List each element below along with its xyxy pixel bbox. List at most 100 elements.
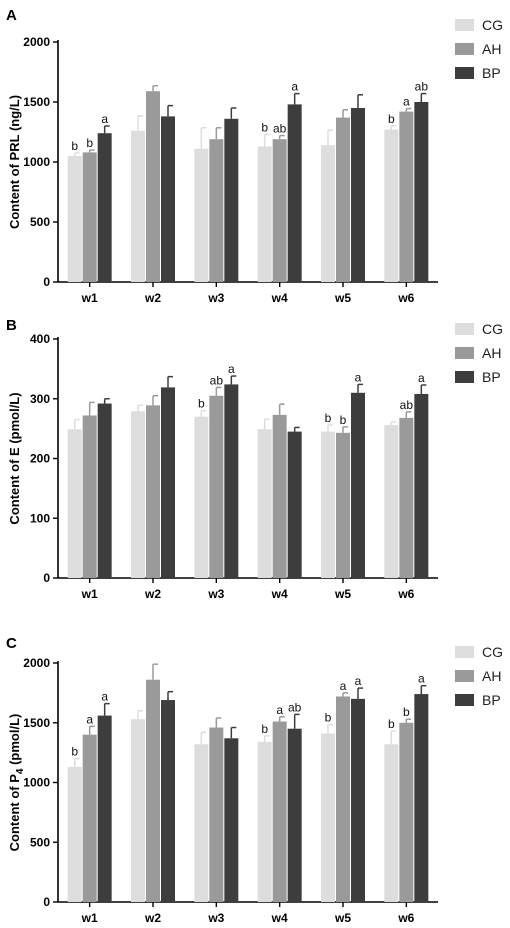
bar-bp — [287, 104, 302, 283]
x-tick-label: w6 — [397, 911, 414, 925]
bar-cg — [257, 429, 272, 578]
bar-ah — [399, 722, 414, 902]
bar-ah — [209, 727, 224, 902]
bar-bp — [97, 403, 112, 578]
x-tick-label: w3 — [207, 291, 224, 305]
significance-label: a — [418, 672, 425, 686]
significance-label: a — [291, 80, 298, 94]
bar-cg — [67, 429, 82, 578]
x-tick-label: w3 — [207, 911, 224, 925]
bar-ah — [272, 721, 287, 902]
legend-label: AH — [482, 668, 501, 684]
x-tick-label: w3 — [207, 587, 224, 601]
y-tick-label: 1500 — [23, 716, 50, 730]
bar-bp — [161, 116, 175, 283]
y-axis-label: Content of PRL (ng/L) — [7, 95, 22, 229]
bar-bp — [97, 133, 112, 282]
significance-label: ab — [400, 398, 414, 412]
legend-label: CG — [482, 321, 503, 337]
legend-label: CG — [482, 17, 503, 33]
bar-bp — [351, 392, 365, 578]
significance-label: a — [228, 362, 235, 376]
y-axis-label: Content of E (pmol/L) — [7, 392, 22, 524]
legend-swatch-cg — [455, 323, 474, 335]
significance-label: ab — [415, 80, 429, 94]
legend-swatch-cg — [455, 19, 474, 31]
bar-cg — [194, 148, 209, 282]
bar-bp — [224, 118, 239, 282]
chart-panel-c: C 0 500 1000 1500 2000 Content of P4 (pmol/L) w… — [6, 635, 503, 925]
bar-cg — [131, 130, 145, 282]
bar-ah — [82, 415, 97, 578]
bar-bp — [161, 700, 175, 902]
y-tick-label: 500 — [30, 215, 50, 229]
legend-swatch-bp — [455, 371, 474, 383]
x-tick-label: w2 — [144, 911, 161, 925]
y-axis-label: Content of P4 (pmol/L) — [7, 714, 26, 852]
significance-label: b — [388, 112, 395, 126]
bar-ah — [399, 111, 414, 282]
y-tick-label: 400 — [30, 332, 50, 346]
bar-cg — [194, 416, 209, 578]
significance-label: a — [355, 370, 362, 384]
bar-ah — [336, 432, 350, 578]
significance-label: b — [71, 745, 78, 759]
bar-bp — [97, 715, 112, 902]
significance-label: a — [340, 679, 347, 693]
significance-label: b — [403, 705, 410, 719]
x-tick-label: w5 — [334, 291, 351, 305]
y-tick-label: 200 — [30, 452, 50, 466]
legend-swatch-bp — [455, 694, 474, 706]
significance-label: b — [261, 120, 268, 134]
legend-swatch-cg — [455, 646, 474, 658]
significance-label: a — [418, 371, 425, 385]
x-tick-label: w1 — [81, 587, 98, 601]
bar-bp — [414, 694, 429, 902]
bar-ah — [272, 139, 287, 282]
x-tick-label: w1 — [81, 291, 98, 305]
bar-cg — [131, 719, 145, 902]
legend-label: AH — [482, 345, 501, 361]
significance-label: a — [101, 690, 108, 704]
y-tick-label: 0 — [43, 571, 50, 585]
bar-cg — [257, 146, 272, 282]
y-tick-label: 2000 — [23, 656, 50, 670]
y-tick-label: 0 — [43, 275, 50, 289]
bar-cg — [67, 156, 82, 282]
bar-cg — [321, 145, 335, 282]
y-tick-label: 1500 — [23, 95, 50, 109]
bar-ah — [209, 139, 224, 282]
x-tick-label: w1 — [81, 911, 98, 925]
bar-bp — [287, 728, 302, 902]
bar-cg — [321, 733, 335, 902]
bar-cg — [321, 431, 335, 578]
bar-ah — [82, 152, 97, 282]
significance-label: b — [86, 136, 93, 150]
significance-label: b — [340, 413, 347, 427]
bar-ah — [272, 414, 287, 578]
bar-bp — [414, 102, 429, 282]
x-tick-label: w4 — [271, 911, 288, 925]
x-tick-label: w2 — [144, 587, 161, 601]
legend-label: BP — [482, 369, 501, 385]
y-tick-label: 300 — [30, 392, 50, 406]
bar-ah — [146, 91, 160, 282]
bar-bp — [161, 387, 175, 578]
significance-label: b — [261, 722, 268, 736]
bar-ah — [146, 679, 160, 902]
bar-bp — [414, 393, 429, 578]
x-tick-label: w6 — [397, 587, 414, 601]
x-tick-label: w5 — [334, 587, 351, 601]
bar-cg — [384, 744, 399, 902]
bar-bp — [351, 698, 365, 902]
significance-label: ab — [288, 700, 302, 714]
bar-ah — [82, 734, 97, 902]
chart-panel-a: A 0 500 1000 1500 2000 Content of PRL (ng/L) w1… — [6, 7, 503, 305]
x-tick-label: w2 — [144, 291, 161, 305]
y-tick-label: 0 — [43, 895, 50, 909]
significance-label: ab — [273, 122, 287, 136]
significance-label: b — [325, 411, 332, 425]
legend-swatch-ah — [455, 347, 474, 359]
x-tick-label: w6 — [397, 291, 414, 305]
